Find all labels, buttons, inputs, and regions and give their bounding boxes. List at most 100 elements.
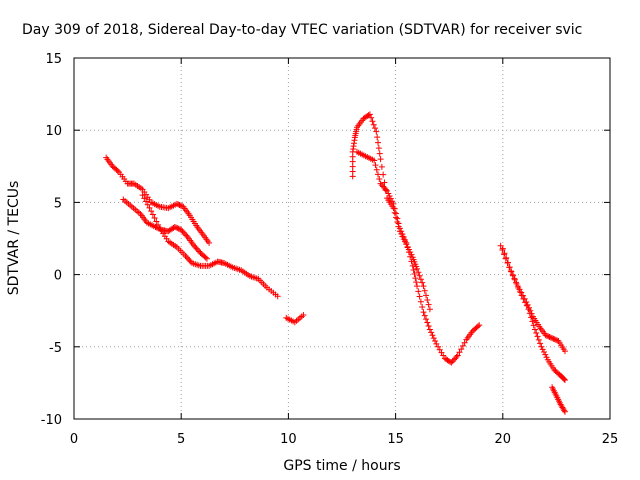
data-point: [523, 302, 530, 309]
data-point: [386, 193, 393, 200]
y-tick-label: 5: [54, 196, 62, 211]
data-point: [382, 186, 389, 193]
x-tick-label: 15: [387, 432, 404, 447]
data-point: [192, 244, 199, 251]
data-point: [561, 408, 568, 415]
series-upper-track-1: [103, 154, 213, 246]
data-point: [561, 348, 568, 355]
data-point: [274, 293, 281, 300]
data-point: [501, 250, 508, 257]
data-point: [149, 211, 156, 218]
data-point: [518, 292, 525, 299]
data-point: [421, 312, 428, 319]
ticks: 0 5 10 15 20 25 -10 -5 0 5 10 15: [41, 52, 619, 447]
y-tick-label: 0: [54, 269, 62, 284]
data-point: [391, 205, 398, 212]
data-point: [412, 275, 419, 282]
data-point: [394, 215, 401, 222]
data-point: [549, 335, 556, 342]
data-point: [389, 198, 396, 205]
data-point: [429, 332, 436, 339]
data-point: [377, 156, 384, 163]
data-point: [551, 336, 558, 343]
data-point: [375, 171, 382, 178]
data-point: [372, 162, 379, 169]
data-point: [171, 223, 178, 230]
data-point: [384, 187, 391, 194]
data-point: [414, 265, 421, 272]
data-point: [417, 276, 424, 283]
data-point: [176, 201, 183, 208]
data-point: [300, 312, 307, 319]
plot-frame: [73, 57, 611, 420]
data-point: [400, 234, 407, 241]
data-point: [448, 359, 455, 366]
data-point: [533, 329, 540, 336]
x-tick-label: 0: [70, 432, 78, 447]
data-point: [146, 204, 153, 211]
data-point: [414, 283, 421, 290]
data-point: [408, 258, 415, 265]
data-point: [373, 128, 380, 135]
data-point: [174, 225, 181, 232]
data-point: [453, 353, 460, 360]
data-point: [539, 346, 546, 353]
data-point: [403, 239, 410, 246]
data-point: [543, 354, 550, 361]
data-point: [419, 279, 426, 286]
data-point: [175, 225, 182, 232]
data-point: [530, 322, 537, 329]
series-evening-track-2: [499, 245, 568, 384]
y-tick-label: -5: [49, 341, 62, 356]
data-point: [371, 157, 378, 164]
data-point: [458, 346, 465, 353]
data-point: [540, 348, 547, 355]
data-point: [365, 112, 372, 119]
data-point: [409, 262, 416, 269]
data-point: [370, 121, 377, 128]
data-point: [504, 259, 511, 266]
data-point: [421, 287, 428, 294]
data-point: [377, 180, 384, 187]
data-point: [546, 333, 553, 340]
data-point: [366, 111, 373, 118]
data-point: [187, 258, 194, 265]
data-point: [375, 145, 382, 152]
data-point: [535, 336, 542, 343]
data-point: [506, 264, 513, 271]
data-point: [404, 244, 411, 251]
data-point: [380, 183, 387, 190]
data-point: [550, 335, 557, 342]
data-point: [376, 150, 383, 157]
data-point: [387, 195, 394, 202]
series-midday-track-2: [354, 148, 483, 366]
data-point: [153, 224, 160, 231]
data-point: [194, 247, 201, 254]
data-point: [461, 339, 468, 346]
data-point: [373, 166, 380, 173]
data-point: [423, 292, 430, 299]
data-point: [511, 276, 518, 283]
data-point: [528, 314, 535, 321]
data-point: [534, 333, 541, 340]
data-point: [153, 218, 160, 225]
data-point: [193, 245, 200, 252]
data-point: [173, 224, 180, 231]
data-point: [425, 323, 432, 330]
data-point: [424, 319, 431, 326]
series-lower-track: [139, 192, 281, 300]
data-point: [554, 337, 561, 344]
data-point: [183, 254, 190, 261]
data-point: [524, 301, 531, 308]
data-point: [114, 167, 121, 174]
data-point: [552, 336, 559, 343]
x-axis-label: GPS time / hours: [283, 458, 400, 474]
data-point: [177, 202, 184, 209]
x-tick-label: 10: [280, 432, 297, 447]
data-point: [399, 231, 406, 238]
data-point: [180, 229, 187, 236]
data-point: [561, 377, 568, 384]
data-point: [398, 228, 405, 235]
data-point: [183, 232, 190, 239]
